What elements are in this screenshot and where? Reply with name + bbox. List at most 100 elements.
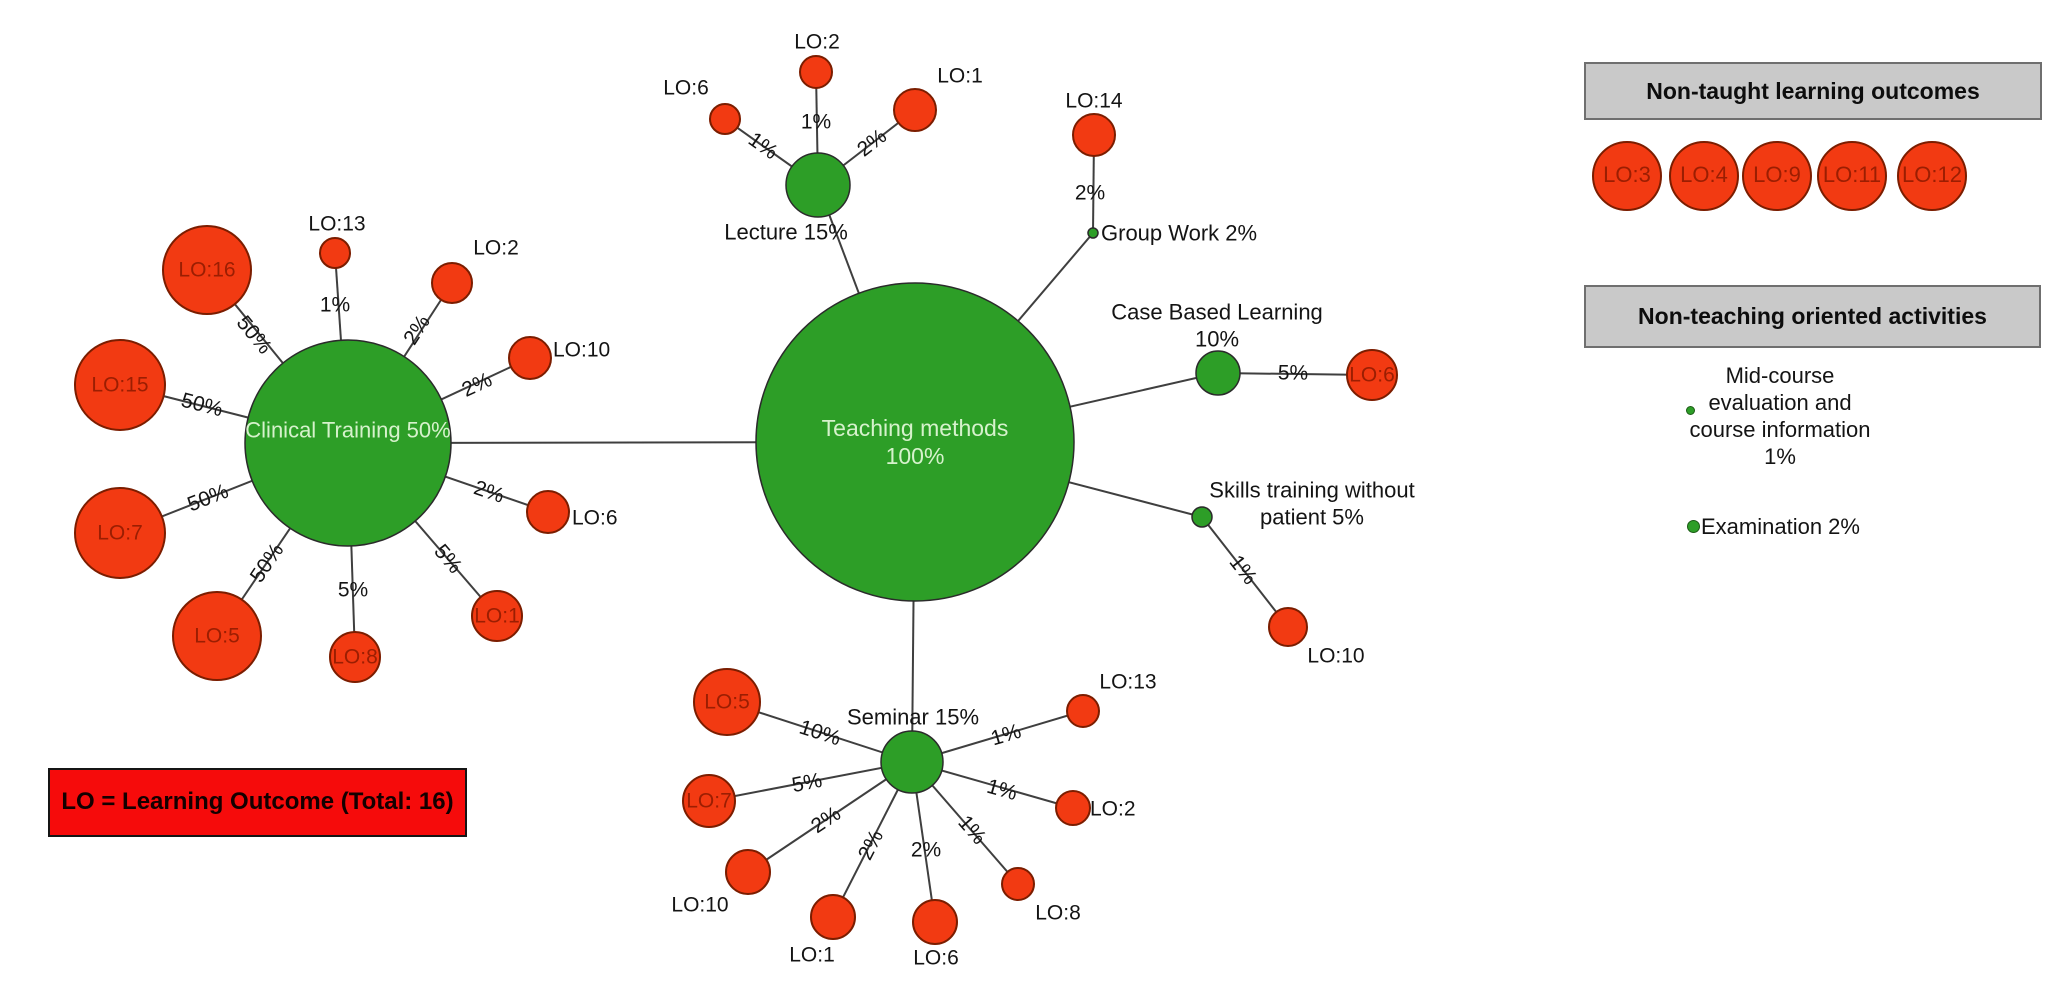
node-label-center: Teaching methods bbox=[822, 415, 1009, 441]
lo-node-sem_lo7 bbox=[682, 774, 736, 828]
lo-node-cli_lo15 bbox=[74, 339, 166, 431]
midcourse-label-line: course information bbox=[1689, 417, 1871, 442]
lo-node-cli_lo16 bbox=[162, 225, 252, 315]
non-taught-lo-circle: LO:9 bbox=[1742, 141, 1812, 211]
method-node-groupwork bbox=[1087, 227, 1099, 239]
node-label-sem_lo2: LO:2 bbox=[1090, 798, 1136, 821]
node-label-casebased: 10% bbox=[1195, 327, 1239, 352]
lo-node-lec_lo1 bbox=[893, 88, 937, 132]
node-label-sem_lo6: LO:6 bbox=[913, 947, 959, 970]
node-label-cli_lo1: LO:1 bbox=[474, 605, 520, 628]
non-taught-lo-circle: LO:4 bbox=[1669, 141, 1739, 211]
edge-weight-label: 1% bbox=[988, 720, 1024, 751]
lo-node-sem_lo8 bbox=[1001, 867, 1035, 901]
lo-node-sem_lo5 bbox=[693, 668, 761, 736]
lo-node-cli_lo1 bbox=[471, 590, 523, 642]
node-label-cli_lo5: LO:5 bbox=[194, 625, 240, 648]
lo-legend-box: LO = Learning Outcome (Total: 16) bbox=[48, 768, 467, 837]
node-label-clinical: Clinical Training 50% bbox=[245, 418, 450, 443]
method-node-lecture bbox=[785, 152, 851, 218]
lo-node-cli_lo13 bbox=[319, 237, 351, 269]
non-taught-lo-circle: LO:3 bbox=[1592, 141, 1662, 211]
node-label-sem_lo7: LO:7 bbox=[686, 790, 732, 813]
lo-node-lec_lo6 bbox=[709, 103, 741, 135]
edge-seminar-sem_lo7 bbox=[708, 761, 913, 802]
node-label-sem_lo1: LO:1 bbox=[789, 944, 835, 967]
node-label-cli_lo10: LO:10 bbox=[553, 339, 610, 362]
lo-node-sem_lo1 bbox=[810, 894, 856, 940]
edge-weight-label: 2% bbox=[1075, 182, 1105, 205]
edge-weight-label: 10% bbox=[796, 716, 843, 751]
node-label-skills: Skills training without bbox=[1209, 478, 1414, 503]
edge-weight-label: 2% bbox=[458, 368, 495, 402]
node-label-cli_lo2: LO:2 bbox=[473, 237, 519, 260]
method-node-skills bbox=[1191, 506, 1213, 528]
node-label-lec_lo6: LO:6 bbox=[663, 77, 709, 100]
node-label-casebased: Case Based Learning bbox=[1111, 300, 1323, 325]
node-label-sem_lo13: LO:13 bbox=[1099, 671, 1156, 694]
lo-node-sem_lo13 bbox=[1066, 694, 1100, 728]
method-node-seminar bbox=[880, 730, 944, 794]
node-label-skills: patient 5% bbox=[1260, 505, 1364, 530]
lo-node-sem_lo10 bbox=[725, 849, 771, 895]
edge-weight-label: 5% bbox=[790, 769, 824, 797]
edge-weight-label: 50% bbox=[232, 311, 276, 358]
edge-weight-label: 1% bbox=[984, 775, 1019, 805]
lo-node-lec_lo2 bbox=[799, 55, 833, 89]
edge-weight-label: 5% bbox=[338, 579, 368, 602]
edge-weight-label: 2% bbox=[853, 125, 891, 162]
edge-weight-label: 1% bbox=[320, 294, 350, 317]
non-taught-lo-circle: LO:12 bbox=[1897, 141, 1967, 211]
edge-weight-label: 2% bbox=[471, 476, 507, 508]
edge-weight-label: 2% bbox=[911, 839, 941, 862]
edge-weight-label: 50% bbox=[184, 480, 232, 517]
node-label-lecture: Lecture 15% bbox=[724, 220, 848, 245]
node-label-gw_lo14: LO:14 bbox=[1065, 90, 1123, 113]
midcourse-label-line: Mid-course bbox=[1725, 363, 1835, 388]
node-label-cli_lo15: LO:15 bbox=[91, 374, 148, 397]
edge-weight-label: 5% bbox=[429, 540, 466, 578]
lo-node-cli_lo2 bbox=[431, 262, 473, 304]
node-label-cli_lo13: LO:13 bbox=[308, 213, 365, 236]
lo-node-cli_lo7 bbox=[74, 487, 166, 579]
midcourse-label: Mid-course evaluation and course informati… bbox=[1665, 362, 1895, 470]
midcourse-dot bbox=[1686, 406, 1695, 415]
lo-node-gw_lo14 bbox=[1072, 113, 1116, 157]
node-label-lec_lo1: LO:1 bbox=[937, 65, 983, 88]
edge-weight-label: 1% bbox=[744, 128, 782, 164]
examination-dot bbox=[1687, 520, 1700, 533]
lo-node-cli_lo5 bbox=[172, 591, 262, 681]
node-label-sem_lo8: LO:8 bbox=[1035, 902, 1081, 925]
midcourse-label-line: 1% bbox=[1764, 444, 1796, 469]
edge-weight-label: 2% bbox=[807, 802, 845, 838]
node-label-center: 100% bbox=[886, 443, 945, 469]
method-node-casebased bbox=[1195, 350, 1241, 396]
edge-weight-label: 1% bbox=[801, 111, 831, 134]
node-label-cli_lo6: LO:6 bbox=[572, 507, 618, 530]
lo-node-sem_lo2 bbox=[1055, 790, 1091, 826]
lo-node-cli_lo6 bbox=[526, 490, 570, 534]
lo-node-cb_lo6 bbox=[1346, 349, 1398, 401]
edge-weight-label: 2% bbox=[854, 826, 888, 863]
edge-weight-label: 50% bbox=[179, 389, 225, 422]
node-label-cb_lo6: LO:6 bbox=[1349, 364, 1395, 387]
lo-node-sk_lo10 bbox=[1268, 607, 1308, 647]
midcourse-label-line: evaluation and bbox=[1708, 390, 1852, 415]
examination-label: Examination 2% bbox=[1701, 514, 1860, 539]
node-label-sem_lo5: LO:5 bbox=[704, 691, 750, 714]
lo-node-cli_lo8 bbox=[329, 631, 381, 683]
edge-seminar-sem_lo10 bbox=[747, 761, 913, 873]
non-teaching-panel-header: Non-teaching oriented activities bbox=[1584, 285, 2041, 348]
lo-node-sem_lo6 bbox=[912, 899, 958, 945]
non-taught-lo-circle: LO:11 bbox=[1817, 141, 1887, 211]
edge-weight-label: 5% bbox=[1278, 361, 1309, 384]
node-label-groupwork: Group Work 2% bbox=[1101, 221, 1257, 246]
method-node-center bbox=[755, 282, 1075, 602]
edge-weight-label: 1% bbox=[1225, 551, 1262, 589]
node-label-cli_lo7: LO:7 bbox=[97, 522, 143, 545]
node-label-seminar: Seminar 15% bbox=[847, 705, 979, 730]
non-taught-panel-header: Non-taught learning outcomes bbox=[1584, 62, 2042, 120]
node-label-sem_lo10: LO:10 bbox=[671, 894, 728, 917]
